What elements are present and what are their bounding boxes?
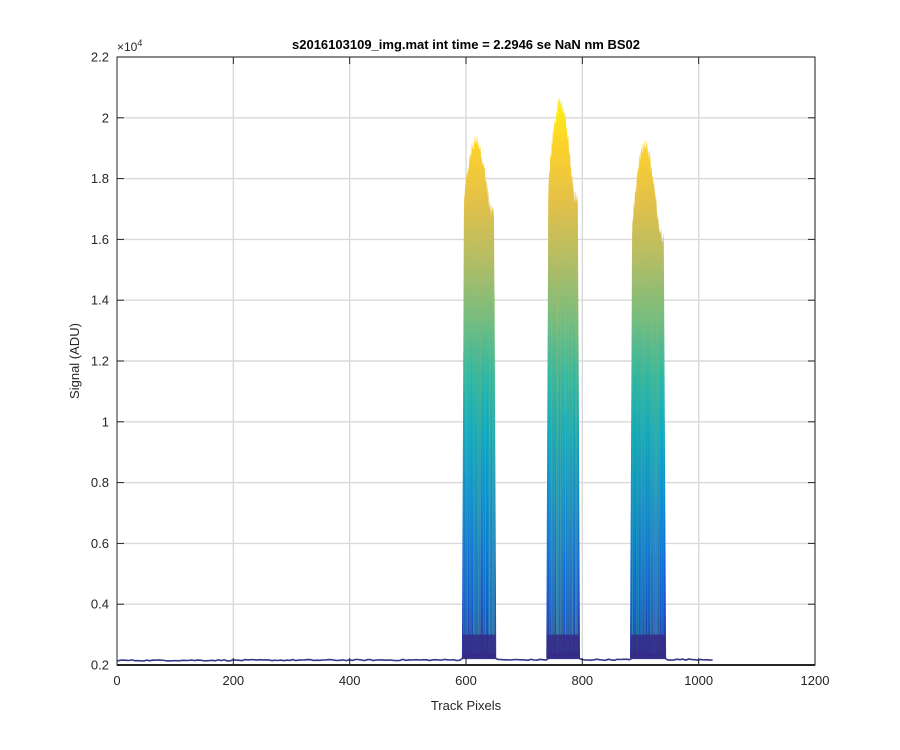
data-layer (117, 95, 713, 662)
signal-peak (461, 134, 497, 659)
y-tick-label: 1.2 (91, 354, 109, 369)
x-tick-label: 1200 (801, 673, 830, 688)
peak-envelope (546, 95, 581, 659)
peak-envelope (630, 139, 667, 659)
peak-base (547, 634, 580, 659)
signal-peak (546, 95, 581, 659)
signal-peak (630, 139, 667, 659)
y-axis-label: Signal (ADU) (67, 323, 82, 399)
y-tick-label: 1.6 (91, 232, 109, 247)
y-tick-label: 1.8 (91, 171, 109, 186)
y-tick-label: 0.2 (91, 658, 109, 673)
peak-base (631, 634, 666, 659)
x-tick-label: 600 (455, 673, 477, 688)
x-axis-label: Track Pixels (431, 698, 502, 713)
y-exponent-label: ×104 (117, 38, 142, 54)
y-tick-label: 2 (102, 110, 109, 125)
y-tick-label: 1 (102, 414, 109, 429)
y-tick-label: 1.4 (91, 293, 109, 308)
chart-title: s2016103109_img.mat int time = 2.2946 se… (292, 37, 640, 52)
x-tick-label: 200 (222, 673, 244, 688)
x-tick-label: 800 (571, 673, 593, 688)
x-tick-label: 400 (339, 673, 361, 688)
peak-base (462, 634, 496, 659)
y-tick-label: 0.6 (91, 536, 109, 551)
x-tick-label: 1000 (684, 673, 713, 688)
y-tick-label: 2.2 (91, 50, 109, 65)
x-tick-label: 0 (113, 673, 120, 688)
axes-layer: 0 200 400 600 800 1000 1200 0.2 0.4 0.6 0.8 1 1.2 1.4… (91, 50, 830, 689)
y-tick-label: 0.4 (91, 597, 109, 612)
peak-envelope (461, 134, 497, 659)
y-tick-label: 0.8 (91, 475, 109, 490)
baseline-trace (117, 657, 713, 662)
